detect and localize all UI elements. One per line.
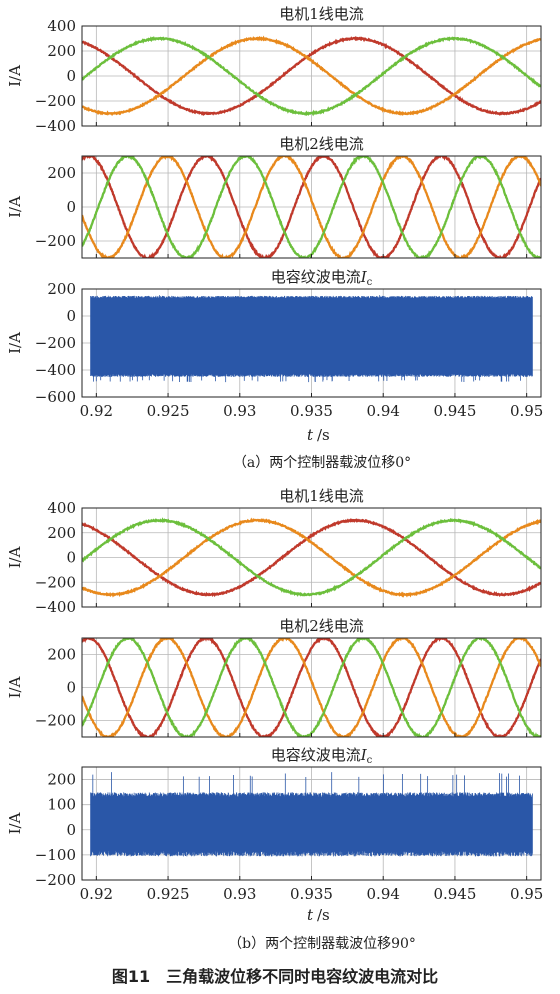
- plot-area: [82, 638, 541, 737]
- y-tick-label: 200: [47, 524, 76, 542]
- y-tick-label: 200: [47, 164, 76, 182]
- y-tick-label: 400: [47, 17, 76, 35]
- x-tick-label: 0.945: [433, 402, 476, 420]
- y-axis-label: I/A: [6, 546, 24, 568]
- y-tick-label: 0: [66, 549, 76, 567]
- ripple-band: [90, 298, 533, 374]
- x-tick-label: 0.92: [80, 402, 113, 420]
- x-tick-label: 0.935: [290, 885, 333, 903]
- y-tick-label: 100: [47, 796, 76, 814]
- plot-area: [90, 295, 533, 383]
- plot-area: [90, 772, 533, 857]
- chart-panel-5: 200 0 −200 I/A 电机2线电流: [6, 617, 542, 738]
- panel-title: 电容纹波电流Ic: [271, 268, 373, 288]
- caption-b: （b）两个控制器载波位移90°: [228, 936, 416, 952]
- x-axis-label-b: t: [307, 906, 314, 924]
- y-axis-label: I/A: [6, 196, 24, 218]
- panel-title: 电机2线电流: [279, 617, 364, 635]
- series-line-2: [82, 517, 541, 598]
- x-tick-label: 0.92: [80, 885, 113, 903]
- y-tick-label: −200: [35, 573, 76, 591]
- y-tick-label: 400: [47, 499, 76, 517]
- panel-title: 电容纹波电流Ic: [271, 746, 373, 766]
- y-tick-label: −200: [35, 334, 76, 352]
- y-tick-label: −400: [35, 117, 76, 135]
- x-tick-label: 0.925: [147, 885, 190, 903]
- series-line-3: [82, 35, 541, 117]
- x-tick-label: 0.93: [223, 885, 256, 903]
- y-tick-label: 200: [47, 771, 76, 789]
- y-tick-label: −100: [35, 846, 76, 864]
- plot-area: [82, 517, 541, 598]
- y-tick-label: −200: [35, 871, 76, 889]
- ripple-band: [90, 797, 533, 851]
- y-tick-label: 0: [66, 821, 76, 839]
- y-tick-label: 200: [47, 280, 76, 298]
- series-line-3: [82, 517, 541, 597]
- panel-title: 电机1线电流: [279, 5, 364, 23]
- series-line-2: [82, 156, 541, 258]
- y-tick-label: 200: [47, 646, 76, 664]
- panel-title: 电机2线电流: [279, 135, 364, 153]
- x-tick-label: 0.925: [147, 402, 190, 420]
- x-tick-label: 0.95: [510, 402, 543, 420]
- y-tick-label: −200: [35, 712, 76, 730]
- y-tick-label: −400: [35, 361, 76, 379]
- series-line-3: [82, 638, 541, 737]
- y-tick-label: 0: [66, 67, 76, 85]
- series-line-2: [82, 35, 541, 117]
- y-axis-label: I/A: [6, 65, 24, 87]
- series-line-1: [82, 35, 541, 117]
- y-axis-label: I/A: [6, 332, 24, 354]
- caption-a: （a）两个控制器载波位移0°: [233, 455, 411, 471]
- x-tick-label: 0.93: [223, 402, 256, 420]
- x-tick-label: 0.95: [510, 885, 543, 903]
- x-tick-label: 0.94: [367, 885, 400, 903]
- series-line-1: [82, 156, 541, 258]
- charts: 400 200 0 −200 −400 I/A 电机1线电流 200 0 −200 I/A 电机2线电…: [6, 5, 543, 903]
- x-axis-label-a: t: [307, 426, 314, 444]
- chart-panel-1: 400 200 0 −200 −400 I/A 电机1线电流: [6, 5, 542, 135]
- x-axis-unit-b: /s: [317, 906, 330, 924]
- series-line-1: [82, 638, 541, 737]
- y-tick-label: −600: [35, 388, 76, 406]
- chart-panel-4: 400 200 0 −200 −400 I/A 电机1线电流: [6, 487, 542, 616]
- x-axis-unit-a: /s: [317, 426, 330, 444]
- x-tick-label: 0.945: [433, 885, 476, 903]
- y-axis-label: I/A: [6, 676, 24, 698]
- x-tick-label: 0.935: [290, 402, 333, 420]
- y-tick-label: 200: [47, 42, 76, 60]
- panel-title: 电机1线电流: [279, 487, 364, 505]
- plot-area: [82, 35, 541, 117]
- y-tick-label: −200: [35, 232, 76, 250]
- y-tick-label: 0: [66, 679, 76, 697]
- y-tick-label: −200: [35, 92, 76, 110]
- figure-title: 图11 三角载波位移不同时电容纹波电流对比: [112, 967, 438, 986]
- y-tick-label: −400: [35, 598, 76, 616]
- series-line-2: [82, 638, 541, 737]
- x-tick-label: 0.94: [367, 402, 400, 420]
- y-axis-label: I/A: [6, 812, 24, 834]
- chart-panel-2: 200 0 −200 I/A 电机2线电流: [6, 135, 542, 259]
- y-tick-label: 0: [66, 198, 76, 216]
- y-tick-label: 0: [66, 307, 76, 325]
